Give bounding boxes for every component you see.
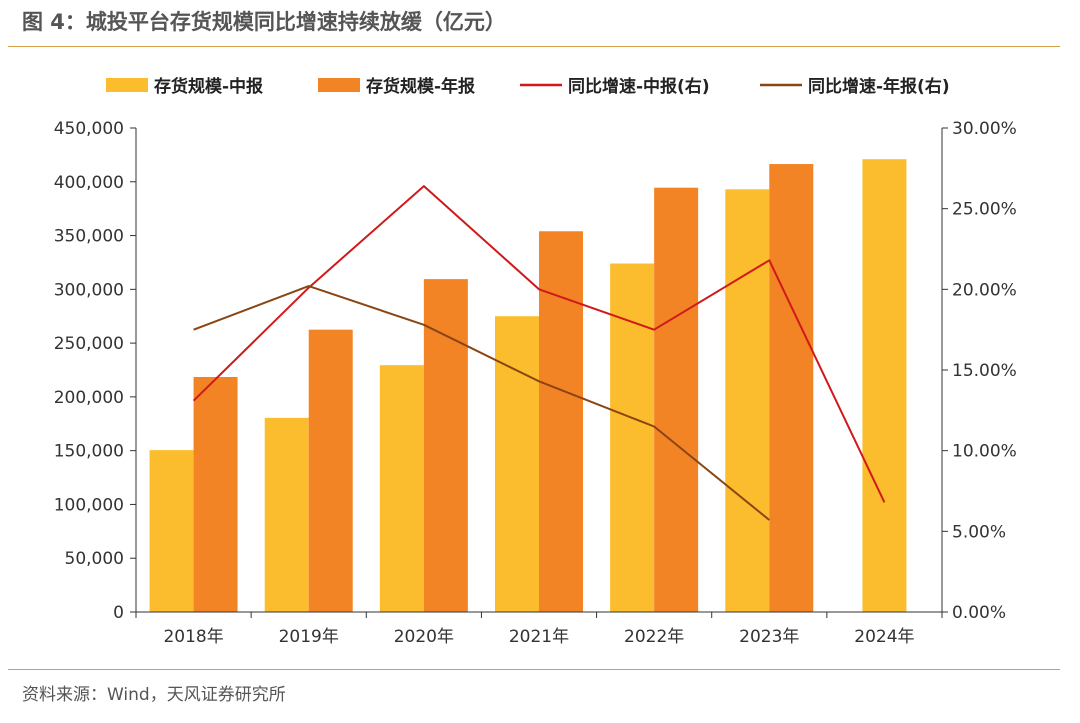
chart-legend: 存货规模-中报 存货规模-年报 同比增速-中报(右) 同比增速-年报(右) <box>106 76 950 97</box>
left-tick-label: 150,000 <box>54 442 124 462</box>
left-tick-label: 200,000 <box>54 388 124 408</box>
legend-item-1: 存货规模-年报 <box>318 76 475 97</box>
right-tick-label: 10.00% <box>952 442 1017 462</box>
right-tick-label: 5.00% <box>952 522 1006 542</box>
bar-annual-5 <box>769 164 814 612</box>
left-tick-label: 50,000 <box>65 549 124 569</box>
legend-label: 存货规模-年报 <box>366 76 475 97</box>
source-divider <box>8 669 1060 670</box>
x-tick-label: 2022年 <box>624 627 684 647</box>
bar-midyear-1 <box>264 417 309 612</box>
line-midyear-growth <box>192 185 886 503</box>
x-tick-label: 2021年 <box>509 627 569 647</box>
right-tick-label: 20.00% <box>952 280 1017 300</box>
bar-annual-3 <box>539 231 583 612</box>
right-tick-label: 0.00% <box>952 603 1006 623</box>
page-title: 图 4：城投平台存货规模同比增速持续放缓（亿元） <box>22 10 506 34</box>
bar-midyear-5 <box>725 189 770 612</box>
x-tick-label: 2019年 <box>279 627 339 647</box>
line-layer <box>192 185 886 521</box>
left-tick-label: 0 <box>113 603 124 623</box>
bar-midyear-3 <box>495 316 539 612</box>
legend-label: 存货规模-中报 <box>154 76 263 97</box>
bar-layer <box>149 159 907 613</box>
left-tick-label: 350,000 <box>54 227 124 247</box>
left-tick-label: 450,000 <box>54 119 124 139</box>
left-tick-label: 300,000 <box>54 280 124 300</box>
axes-layer: 0 50,000 100,000 150,000 200,000 250,000 300,0… <box>54 119 1017 647</box>
left-tick-label: 100,000 <box>54 495 124 515</box>
right-tick-label: 30.00% <box>952 119 1017 139</box>
bar-midyear-0 <box>149 450 194 612</box>
legend-item-2: 同比增速-中报(右) <box>520 76 710 97</box>
x-tick-label: 2020年 <box>394 627 454 647</box>
bar-midyear-2 <box>379 365 424 612</box>
right-tick-label: 15.00% <box>952 361 1017 381</box>
legend-label: 同比增速-中报(右) <box>568 76 710 97</box>
bar-annual-1 <box>308 329 353 612</box>
x-tick-label: 2024年 <box>854 627 914 647</box>
line-annual-growth <box>193 285 770 521</box>
legend-swatch <box>318 78 360 92</box>
title-divider <box>8 46 1060 47</box>
bar-annual-4 <box>654 187 699 612</box>
legend-label: 同比增速-年报(右) <box>808 76 950 97</box>
left-tick-label: 400,000 <box>54 173 124 193</box>
left-tick-label: 250,000 <box>54 334 124 354</box>
legend-swatch <box>106 78 148 92</box>
legend-item-3: 同比增速-年报(右) <box>760 76 950 97</box>
legend-item-0: 存货规模-中报 <box>106 76 263 97</box>
right-tick-label: 25.00% <box>952 200 1017 220</box>
x-tick-label: 2023年 <box>739 627 799 647</box>
x-tick-label: 2018年 <box>163 627 223 647</box>
source-note: 资料来源：Wind，天风证券研究所 <box>22 685 286 705</box>
bar-annual-0 <box>193 376 238 612</box>
bar-midyear-6 <box>862 159 907 613</box>
